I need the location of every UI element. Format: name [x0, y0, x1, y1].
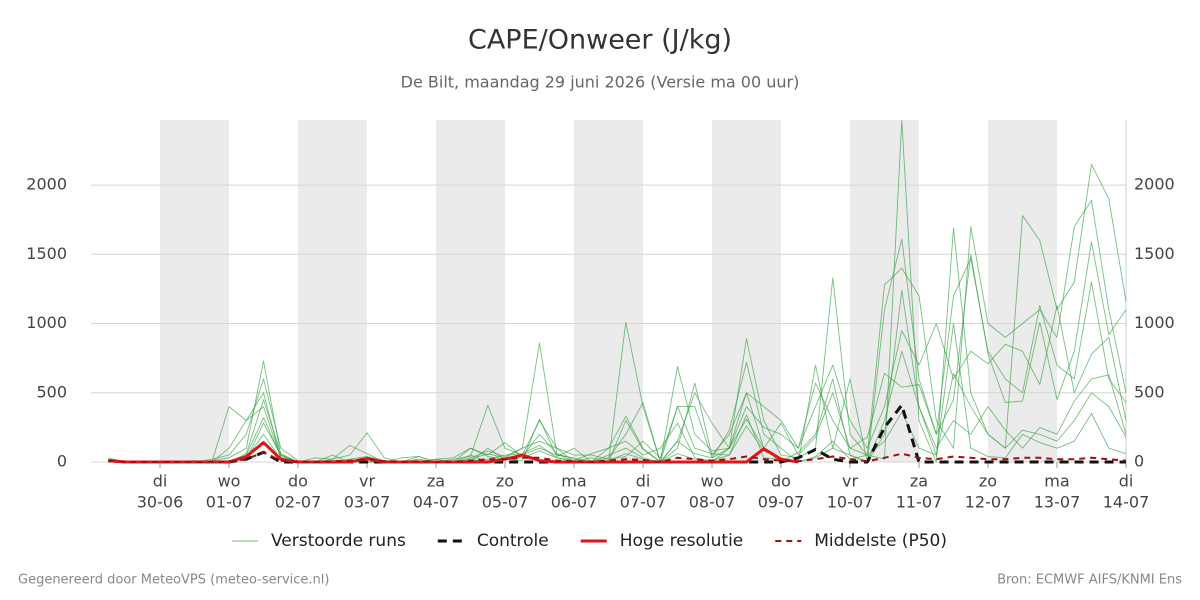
x-tick-label: 13-07	[1034, 493, 1081, 512]
x-tick-label: 06-07	[551, 493, 598, 512]
y-tick-label-right: 0	[1134, 452, 1144, 471]
y-tick-label-right: 1000	[1134, 313, 1175, 332]
x-tick-weekday: vr	[842, 472, 858, 491]
chart-title: CAPE/Onweer (J/kg)	[468, 25, 732, 56]
x-tick-weekday: vr	[359, 472, 375, 491]
legend-label: Hoge resolutie	[620, 531, 744, 551]
x-tick-label: 01-07	[206, 493, 253, 512]
x-tick-weekday: di	[636, 472, 651, 491]
day-shading	[988, 120, 1057, 462]
x-tick-weekday: zo	[979, 472, 997, 491]
y-tick-label: 500	[36, 382, 67, 401]
x-tick-label: 07-07	[620, 493, 667, 512]
ensemble-member-line	[108, 323, 1127, 463]
y-tick-label-right: 1500	[1134, 244, 1175, 263]
x-tick-label: 30-06	[137, 493, 184, 512]
ensemble-member-line	[108, 238, 1127, 463]
legend-label: Middelste (P50)	[814, 531, 947, 551]
x-tick-weekday: zo	[496, 472, 514, 491]
x-tick-label: 12-07	[965, 493, 1012, 512]
x-tick-label: 14-07	[1103, 493, 1150, 512]
ensemble-member-line	[108, 119, 1127, 463]
ensemble-member-line	[108, 350, 1127, 463]
x-tick-weekday: ma	[561, 472, 586, 491]
x-tick-label: 04-07	[413, 493, 460, 512]
x-tick-weekday: do	[771, 472, 791, 491]
footer-left: Gegenereerd door MeteoVPS (meteo-service…	[18, 573, 329, 588]
x-tick-weekday: do	[288, 472, 308, 491]
day-shading	[850, 120, 919, 462]
x-tick-weekday: ma	[1044, 472, 1069, 491]
chart-subtitle: De Bilt, maandag 29 juni 2026 (Versie ma…	[401, 73, 800, 92]
x-tick-label: 09-07	[758, 493, 805, 512]
x-tick-weekday: za	[910, 472, 928, 491]
day-shading	[436, 120, 505, 462]
y-tick-label: 2000	[26, 175, 67, 194]
legend-label: Verstoorde runs	[271, 531, 406, 551]
day-shading	[574, 120, 643, 462]
legend-label: Controle	[477, 531, 549, 551]
y-tick-label-right: 500	[1134, 382, 1165, 401]
x-tick-weekday: wo	[218, 472, 241, 491]
y-tick-label: 1000	[26, 313, 67, 332]
x-tick-label: 05-07	[482, 493, 529, 512]
footer-right: Bron: ECMWF AIFS/KNMI Ens	[997, 573, 1182, 588]
day-shading	[298, 120, 367, 462]
y-tick-label: 1500	[26, 244, 67, 263]
x-tick-weekday: di	[153, 472, 168, 491]
x-tick-weekday: za	[427, 472, 445, 491]
x-tick-label: 11-07	[896, 493, 943, 512]
x-tick-weekday: wo	[701, 472, 724, 491]
day-shading	[712, 120, 781, 462]
y-tick-label: 0	[57, 452, 67, 471]
legend: Verstoorde runs Controle Hoge resolutie Mid…	[232, 531, 947, 551]
y-tick-label-right: 2000	[1134, 175, 1175, 194]
x-tick-weekday: di	[1119, 472, 1134, 491]
x-tick-label: 02-07	[275, 493, 322, 512]
day-shading	[160, 120, 229, 462]
x-tick-label: 03-07	[344, 493, 391, 512]
x-tick-label: 08-07	[689, 493, 736, 512]
x-tick-label: 10-07	[827, 493, 874, 512]
